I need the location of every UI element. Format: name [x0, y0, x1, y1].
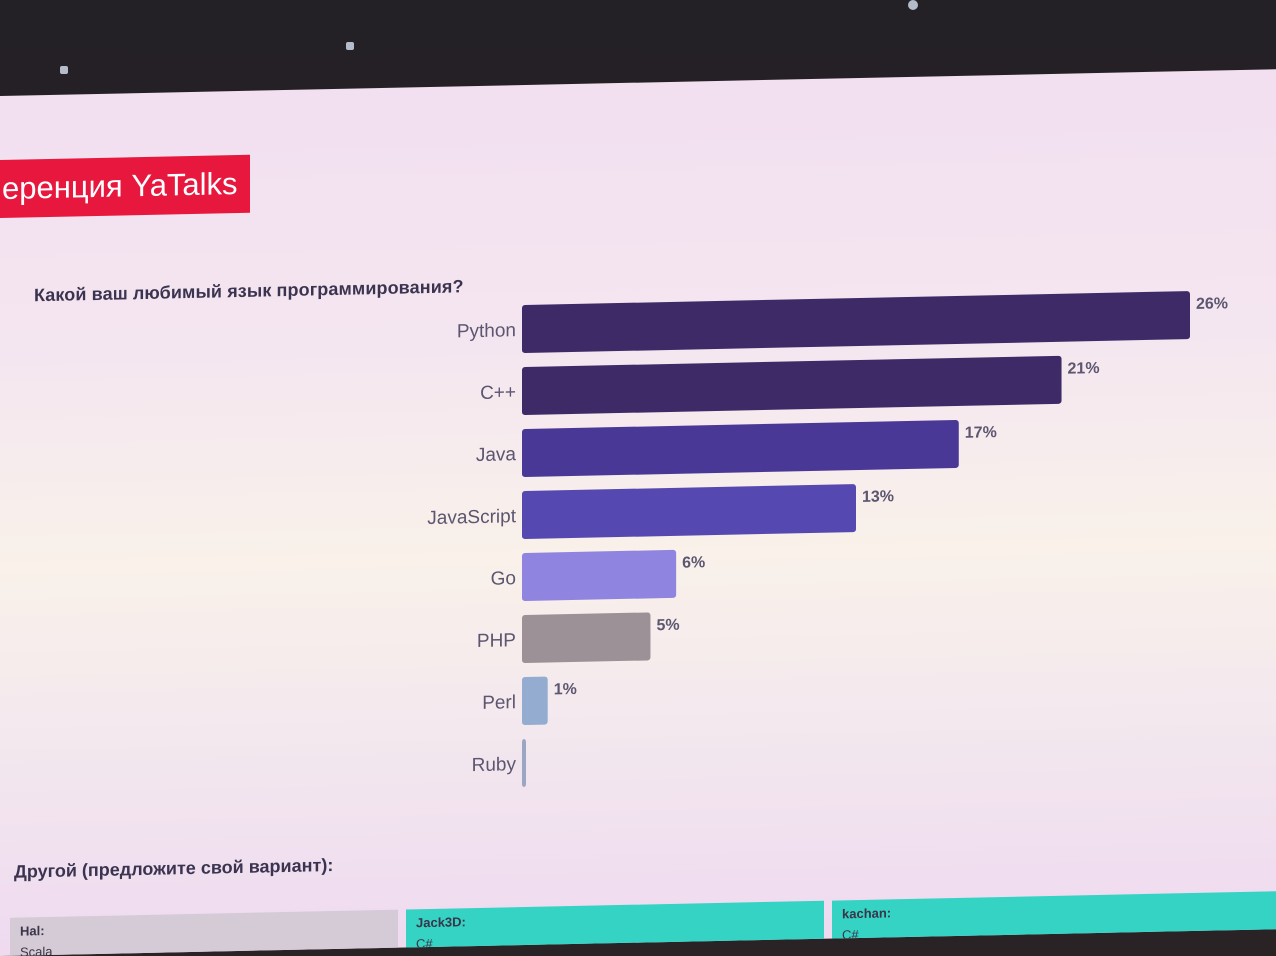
answer-card: Jack3D: C#	[406, 900, 824, 956]
category-label: JavaScript	[427, 506, 516, 529]
bar-php	[522, 612, 651, 664]
bar-java	[522, 419, 959, 478]
value-label: 6%	[682, 554, 705, 571]
light-dot	[60, 66, 68, 74]
category-label: Go	[491, 568, 516, 590]
category-label: C++	[480, 382, 516, 404]
light-dot	[346, 42, 354, 50]
category-label: Perl	[482, 692, 516, 714]
bar-chart: Python 26% C++ 21% Java 17% JavaScript 13% Go 6% P…	[427, 291, 1228, 788]
bar-c-	[522, 355, 1062, 416]
bar-go	[522, 549, 677, 602]
answer-author: Jack3D:	[416, 914, 466, 931]
value-label: 13%	[862, 488, 894, 506]
bar-ruby	[522, 739, 526, 788]
answer-text: C#	[416, 935, 433, 952]
value-label: 1%	[554, 681, 577, 698]
answer-text: Scala	[20, 943, 53, 956]
answer-text: C#	[842, 927, 859, 943]
category-label: PHP	[477, 630, 516, 652]
category-label: Python	[457, 320, 516, 342]
other-answers-heading: Другой (предложите свой вариант):	[14, 855, 334, 882]
bar-perl	[522, 676, 548, 726]
category-label: Ruby	[472, 754, 517, 776]
value-label: 17%	[965, 424, 997, 442]
bar-javascript	[522, 484, 856, 540]
presentation-screen: еренция YaTalks Какой ваш любимый язык п…	[0, 69, 1276, 956]
value-label: 21%	[1068, 360, 1100, 378]
light-dot	[908, 0, 918, 10]
value-label: 26%	[1196, 295, 1228, 313]
answer-card: Hal: Scala	[10, 909, 398, 956]
bar-python	[522, 291, 1190, 354]
answer-author: kachan:	[842, 905, 892, 922]
answer-author: Hal:	[20, 923, 45, 939]
category-label: Java	[476, 444, 517, 466]
answer-card: kachan: C#	[832, 890, 1276, 956]
value-label: 5%	[656, 617, 679, 634]
